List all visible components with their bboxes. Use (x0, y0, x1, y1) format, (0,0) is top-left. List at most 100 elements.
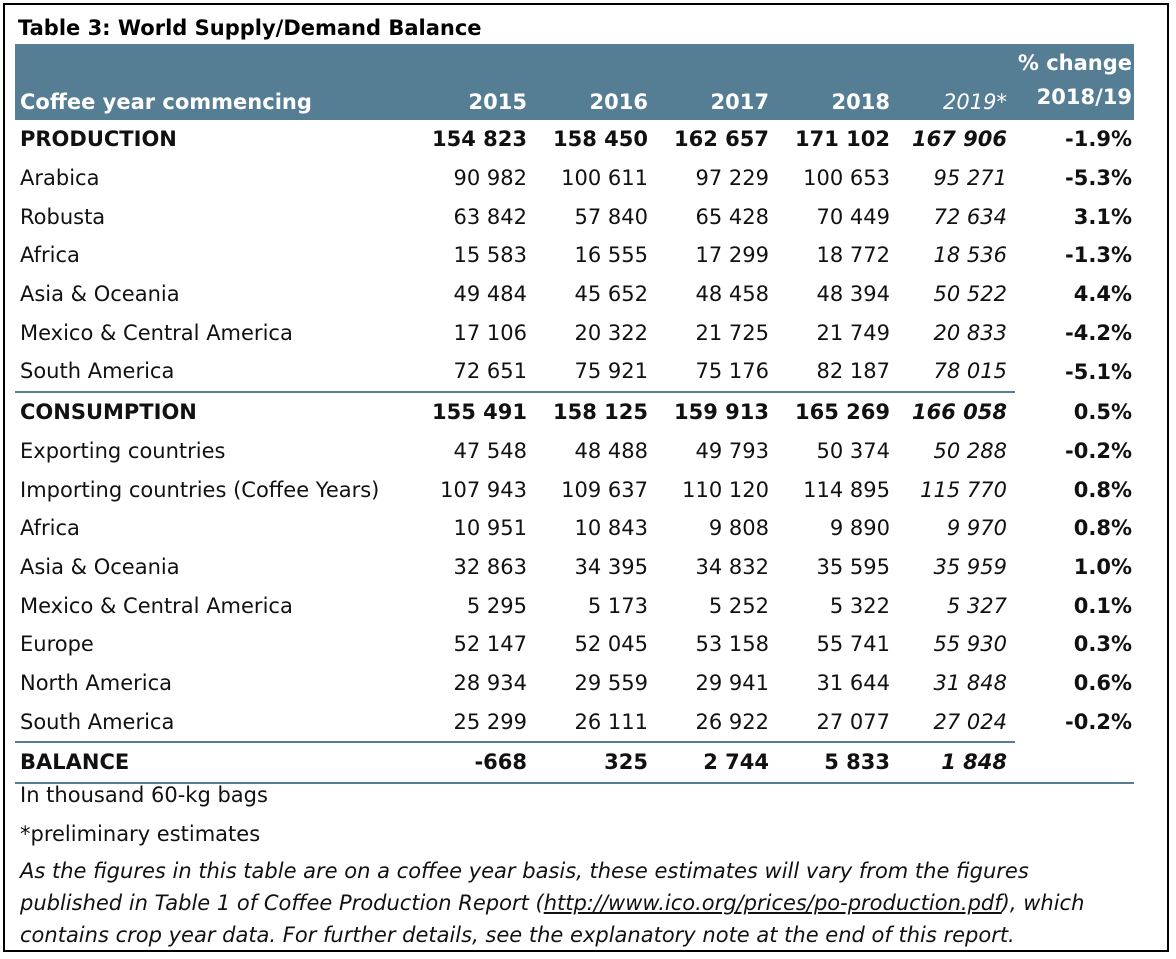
cell-2016: 109 637 (561, 477, 648, 502)
cell-2015: 49 484 (453, 282, 527, 307)
cell-2018: 9 890 (829, 516, 890, 541)
row-label: South America (15, 702, 408, 743)
cell-2018: 5 322 (829, 593, 890, 618)
cell-2016: 52 045 (574, 632, 648, 657)
cell-2017: 75 176 (648, 352, 769, 393)
cell-2017: 162 657 (674, 127, 769, 152)
cell-pct: -5.3% (1065, 166, 1132, 191)
supply-demand-table: Coffee year commencing 2015 2016 2017 20… (15, 44, 1134, 784)
cell-2016: 10 843 (574, 516, 648, 541)
row-label: South America (15, 352, 408, 393)
table-row: Africa 15 583 16 555 17 299 18 772 18 53… (15, 236, 1134, 275)
table-row: Exporting countries 47 548 48 488 49 793… (15, 432, 1134, 471)
footnote-preliminary: *preliminary estimates (20, 821, 261, 846)
cell-2017: 9 808 (708, 516, 769, 541)
cell-pct: -1.9% (1065, 127, 1132, 152)
cell-2017: 5 252 (708, 593, 769, 618)
cell-2015: -668 (408, 742, 527, 784)
row-label: Mexico & Central America (20, 320, 293, 345)
header-year-2018: 2018 (769, 44, 890, 120)
header-year-2016: 2016 (527, 44, 648, 120)
table-row: South America 72 651 75 921 75 176 82 18… (15, 352, 1134, 393)
cell-2015: 107 943 (440, 477, 527, 502)
cell-2017: 17 299 (695, 243, 769, 268)
table-row: Asia & Oceania 32 863 34 395 34 832 35 5… (15, 548, 1134, 587)
footnote-text-end: ), which contains crop year data. For fu… (20, 891, 1085, 947)
cell-2016: 158 125 (553, 400, 648, 425)
cell-2015: 52 147 (453, 632, 527, 657)
cell-2015: 155 491 (432, 400, 527, 425)
cell-2016: 26 111 (527, 702, 648, 743)
row-label: Importing countries (Coffee Years) (20, 477, 380, 502)
cell-2018: 50 374 (816, 438, 890, 463)
cell-2017: 2 744 (648, 742, 769, 784)
cell-2015: 32 863 (453, 554, 527, 579)
cell-pct: 0.8% (1073, 477, 1132, 502)
cell-2016: 158 450 (553, 127, 648, 152)
cell-2018: 171 102 (795, 127, 890, 152)
row-label: BALANCE (15, 742, 408, 784)
cell-2017: 48 458 (695, 282, 769, 307)
cell-2018: 35 595 (816, 554, 890, 579)
table-row: North America 28 934 29 559 29 941 31 64… (15, 664, 1134, 703)
cell-2016: 5 173 (587, 593, 648, 618)
header-year-2019: 2019* (890, 44, 1015, 120)
cell-2017: 29 941 (695, 670, 769, 695)
cell-2015: 28 934 (453, 670, 527, 695)
cell-2019: 50 522 (933, 282, 1007, 307)
cell-2019: 115 770 (920, 477, 1007, 502)
cell-2015: 5 295 (466, 593, 527, 618)
header-pct-line1: % change (1017, 51, 1132, 75)
cell-2015: 90 982 (453, 166, 527, 191)
cell-2015: 25 299 (408, 702, 527, 743)
cell-2016: 48 488 (574, 438, 648, 463)
table-row: CONSUMPTION 155 491 158 125 159 913 165 … (15, 392, 1134, 432)
header-pct-line2: 2018/19 (1036, 85, 1132, 109)
table-row: Importing countries (Coffee Years) 107 9… (15, 470, 1134, 509)
cell-2019: 35 959 (933, 554, 1007, 579)
cell-2018: 5 833 (769, 742, 890, 784)
cell-2015: 10 951 (453, 516, 527, 541)
cell-2019: 1 848 (890, 742, 1015, 784)
cell-2017: 26 922 (648, 702, 769, 743)
cell-pct: 1.0% (1073, 554, 1132, 579)
page-frame (3, 3, 1169, 952)
cell-pct: 0.8% (1073, 516, 1132, 541)
cell-2018: 165 269 (795, 400, 890, 425)
row-label: PRODUCTION (20, 127, 177, 152)
cell-2015: 17 106 (453, 320, 527, 345)
cell-2019: 5 327 (946, 593, 1007, 618)
cell-2015: 154 823 (432, 127, 527, 152)
cell-2019: 72 634 (933, 204, 1007, 229)
cell-pct (1015, 742, 1134, 784)
table-row: Mexico & Central America 5 295 5 173 5 2… (15, 586, 1134, 625)
cell-2019: 20 833 (933, 320, 1007, 345)
cell-2019: 166 058 (912, 400, 1007, 425)
table-footer: In thousand 60-kg bags *preliminary esti… (20, 776, 1130, 951)
cell-2016: 100 611 (561, 166, 648, 191)
table-row: Mexico & Central America 17 106 20 322 2… (15, 313, 1134, 352)
cell-2018: 100 653 (803, 166, 890, 191)
cell-2017: 21 725 (695, 320, 769, 345)
cell-2019: 167 906 (912, 127, 1007, 152)
cell-2018: 31 644 (816, 670, 890, 695)
cell-pct: 3.1% (1073, 204, 1132, 229)
production-report-link[interactable]: http://www.ico.org/prices/po-production.… (543, 891, 1002, 915)
table-header-row: Coffee year commencing 2015 2016 2017 20… (15, 44, 1134, 120)
cell-pct: 4.4% (1073, 282, 1132, 307)
footnote-text-start: As the figures in this table are on a co… (20, 859, 1029, 915)
cell-2017: 159 913 (674, 400, 769, 425)
cell-2017: 49 793 (695, 438, 769, 463)
row-label: Europe (20, 632, 94, 657)
row-label: Asia & Oceania (20, 554, 180, 579)
cell-pct: 0.5% (1073, 399, 1132, 424)
cell-pct: -4.2% (1065, 320, 1132, 345)
table-row: BALANCE -668 325 2 744 5 833 1 848 (15, 742, 1134, 784)
cell-2019: 95 271 (933, 166, 1007, 191)
header-label: Coffee year commencing (15, 44, 408, 120)
table-row: PRODUCTION 154 823 158 450 162 657 171 1… (15, 120, 1134, 159)
cell-2019: 50 288 (933, 438, 1007, 463)
row-label: Asia & Oceania (20, 282, 180, 307)
cell-2019: 55 930 (933, 632, 1007, 657)
cell-2019: 31 848 (933, 670, 1007, 695)
